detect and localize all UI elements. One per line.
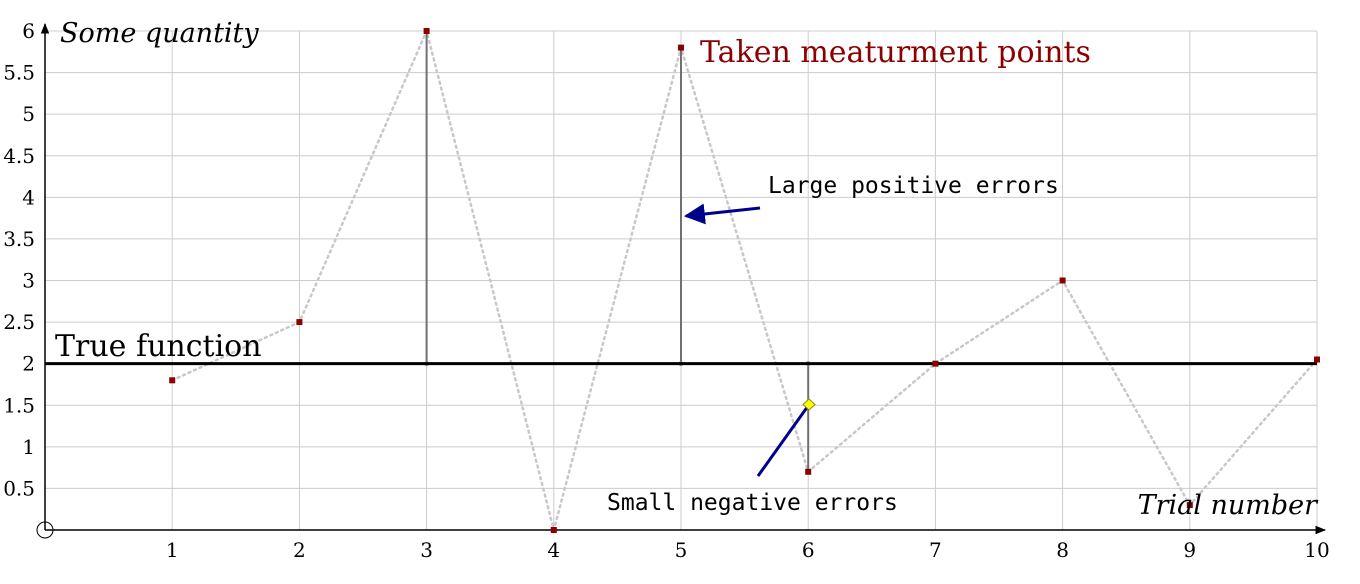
x-axis-label: Trial number: [1138, 490, 1320, 521]
x-tick-label: 9: [1183, 538, 1196, 562]
y-tick-label: 0.5: [3, 476, 35, 500]
x-tick-label: 8: [1056, 538, 1069, 562]
legend-label: Taken meaturment points: [700, 35, 1091, 70]
data-point: [1186, 502, 1193, 509]
small-error-marker: [802, 398, 816, 411]
y-axis-label: Some quantity: [60, 18, 259, 49]
y-tick-label: 4.5: [3, 144, 35, 168]
data-point: [678, 44, 684, 51]
y-tick-labels: 0.5 1 1.5 2 2.5 3 3.5 4 4.5 5 5.5 6: [3, 19, 35, 500]
y-tick-label: 2: [22, 352, 35, 376]
x-tick-label: 2: [293, 538, 306, 562]
small-error-arrow: [756, 405, 810, 477]
data-point: [1314, 356, 1320, 363]
x-tick-label: 3: [420, 538, 433, 562]
series-line: [170, 27, 1319, 535]
x-tick-label: 5: [675, 538, 688, 562]
x-tick-labels: 1 2 3 4 5 6 7 8 9 10: [166, 538, 1330, 562]
data-point: [169, 377, 176, 384]
data-point: [932, 360, 939, 367]
data-point: [805, 468, 812, 475]
data-point: [1059, 277, 1066, 284]
large-error-arrow: [683, 203, 761, 225]
y-tick-label: 5.5: [3, 61, 35, 85]
y-tick-label: 3: [22, 269, 35, 293]
y-tick-label: 2.5: [3, 310, 35, 334]
large-errors-label: Large positive errors: [768, 173, 1059, 199]
data-points: [169, 28, 1320, 533]
x-tick-label: 10: [1304, 538, 1329, 562]
x-tick-label: 7: [929, 538, 942, 562]
true-function-label: True function: [55, 329, 262, 364]
x-tick-label: 6: [802, 538, 815, 562]
x-tick-label: 4: [547, 538, 560, 562]
small-errors-label: Small negative errors: [607, 490, 898, 516]
data-point: [423, 28, 430, 34]
y-tick-label: 1: [22, 435, 35, 459]
y-tick-label: 6: [22, 19, 35, 43]
data-point: [550, 527, 557, 533]
y-tick-label: 1.5: [3, 393, 35, 417]
x-tick-label: 1: [166, 538, 179, 562]
data-point: [296, 319, 303, 326]
y-tick-label: 4: [22, 185, 35, 209]
series-line-path: [170, 27, 1319, 535]
y-tick-label: 5: [22, 102, 35, 126]
y-tick-label: 3.5: [3, 227, 35, 251]
